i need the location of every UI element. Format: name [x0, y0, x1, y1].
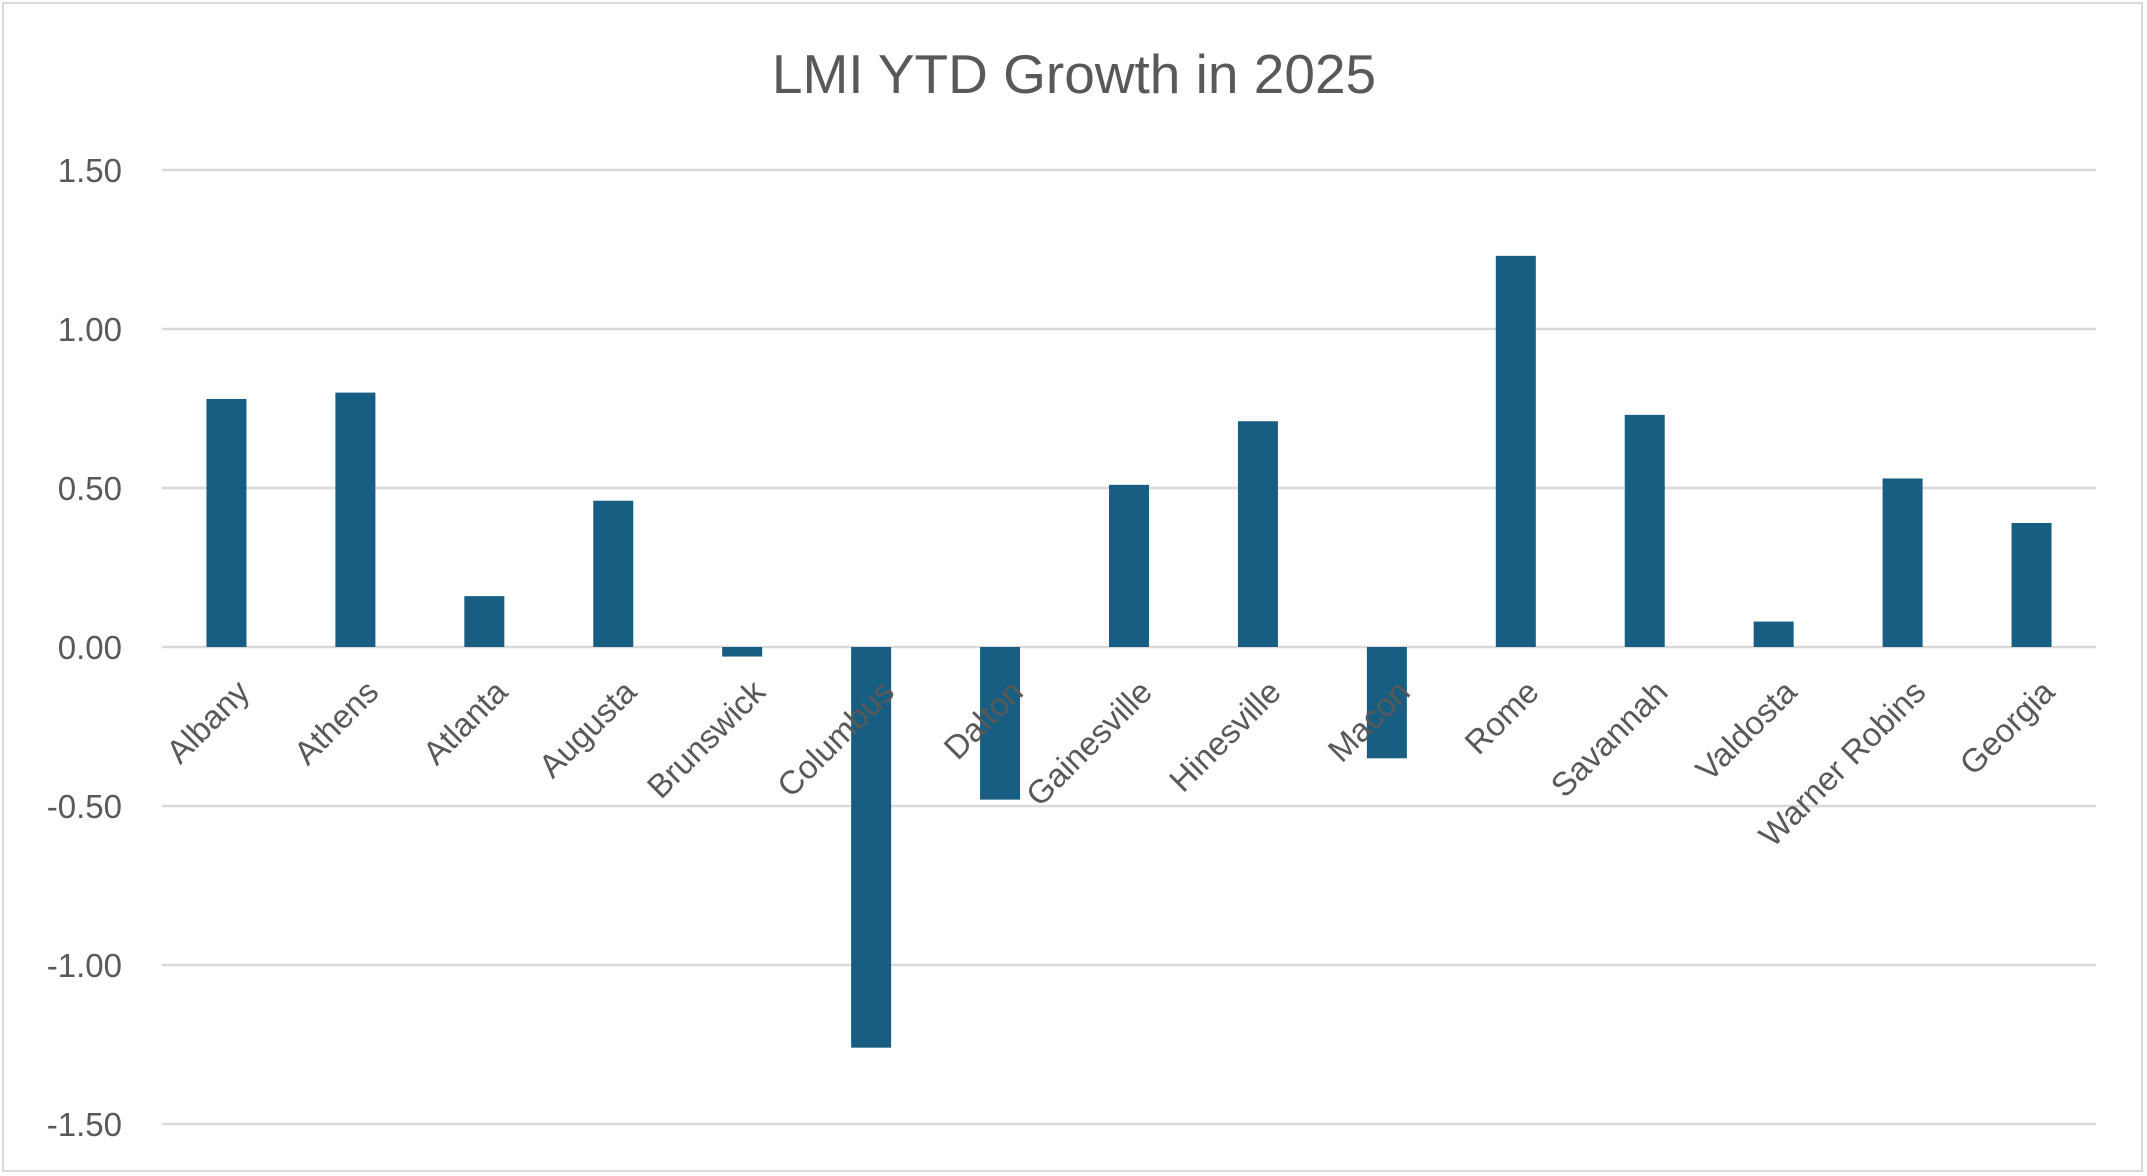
bar-atlanta — [464, 596, 505, 647]
bars — [206, 255, 2052, 1048]
y-tick-label: 0.00 — [58, 629, 122, 666]
y-tick-label: -0.50 — [47, 788, 122, 825]
bar-rome — [1495, 255, 1536, 648]
bar-macon — [1366, 647, 1407, 759]
x-category-label: Atlanta — [415, 672, 514, 771]
x-category-label: Georgia — [1952, 672, 2062, 782]
x-category-label: Brunswick — [640, 672, 773, 805]
bar-albany — [206, 398, 247, 647]
bar-dalton — [980, 647, 1021, 800]
x-category-label: Augusta — [531, 672, 643, 784]
bar-valdosta — [1753, 621, 1794, 647]
x-category-label: Savannah — [1543, 673, 1674, 804]
bar-columbus — [851, 647, 892, 1048]
x-category-label: Rome — [1457, 673, 1545, 761]
x-category-label: Athens — [287, 673, 386, 772]
bar-savannah — [1624, 414, 1665, 647]
y-axis-tick-labels: 1.50 1.00 0.50 0.00 -0.50 -1.00 -1.50 — [47, 152, 122, 1143]
bar-hinesville — [1237, 421, 1278, 647]
y-tick-label: 1.50 — [58, 152, 122, 189]
bar-georgia — [2011, 522, 2052, 647]
bar-brunswick — [722, 647, 763, 657]
y-tick-label: 0.50 — [58, 470, 122, 507]
y-tick-label: 1.00 — [58, 311, 122, 348]
x-category-label: Hinesville — [1162, 673, 1288, 799]
bar-athens — [335, 392, 376, 647]
y-tick-label: -1.50 — [47, 1106, 122, 1143]
bar-warner-robins — [1882, 478, 1923, 647]
bar-augusta — [593, 500, 634, 647]
x-axis-category-labels: Albany Athens Atlanta AugustaBrunswickColum… — [159, 672, 2062, 853]
gridlines — [162, 168, 2096, 1126]
x-category-label: Gainesville — [1019, 673, 1159, 813]
x-category-label: Albany — [159, 672, 257, 770]
chart-title: LMI YTD Growth in 2025 — [772, 43, 1376, 105]
bar-gainesville — [1109, 484, 1149, 647]
x-category-label: Valdosta — [1688, 672, 1804, 788]
y-tick-label: -1.00 — [47, 947, 122, 984]
